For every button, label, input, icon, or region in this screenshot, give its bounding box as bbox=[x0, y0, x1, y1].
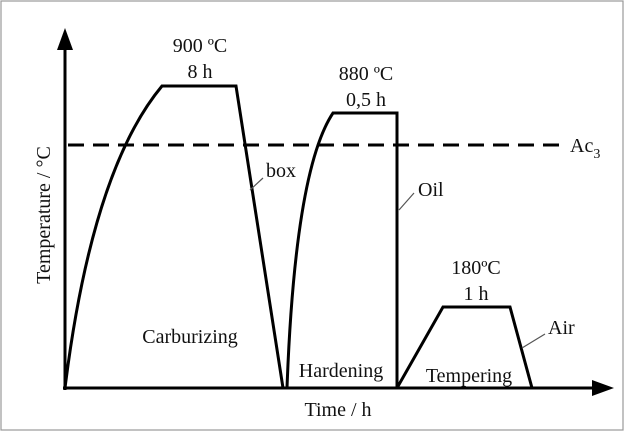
time: 1 h bbox=[464, 283, 489, 305]
ac3-label: Ac3 bbox=[570, 135, 600, 162]
hardening-curve bbox=[285, 111, 399, 389]
x-arrow bbox=[592, 380, 614, 396]
leader bbox=[521, 333, 546, 349]
y-axis-label: Temperature / °C bbox=[33, 146, 55, 284]
leader bbox=[249, 177, 264, 191]
stage-name: Carburizing bbox=[142, 326, 238, 348]
temperature: 900 ºC bbox=[173, 35, 228, 57]
medium: Air bbox=[548, 317, 575, 339]
leader bbox=[398, 192, 415, 211]
stage-name: Hardening bbox=[299, 360, 383, 382]
time: 0,5 h bbox=[346, 89, 386, 111]
medium: Oil bbox=[418, 179, 444, 201]
temperature: 880 ºC bbox=[339, 63, 394, 85]
y-arrow bbox=[57, 28, 73, 50]
medium: box bbox=[266, 160, 296, 182]
x-axis-label: Time / h bbox=[304, 399, 371, 421]
tempering-curve bbox=[395, 305, 534, 389]
carburizing-curve bbox=[63, 84, 285, 389]
temperature: 180ºC bbox=[451, 257, 501, 279]
stage-name: Tempering bbox=[426, 365, 512, 387]
time: 8 h bbox=[188, 61, 213, 83]
